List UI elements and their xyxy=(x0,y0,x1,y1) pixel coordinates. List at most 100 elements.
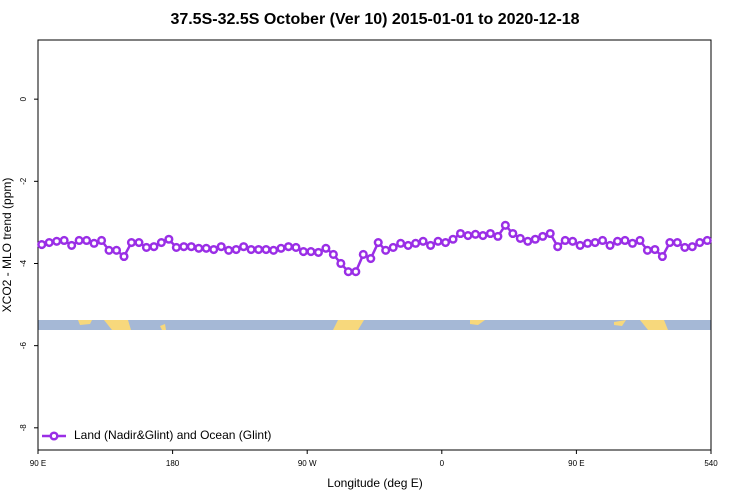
y-tick-label: -2 xyxy=(19,177,28,185)
land-ocean-map xyxy=(38,320,711,330)
data-point xyxy=(493,231,503,241)
data-point xyxy=(373,237,383,248)
data-point xyxy=(74,235,84,246)
legend-item: Land (Nadir&Glint) and Ocean (Glint) xyxy=(42,428,271,442)
y-tick-label: -4 xyxy=(19,259,28,267)
data-point xyxy=(381,245,391,255)
data-point xyxy=(67,240,77,250)
data-point xyxy=(687,242,697,252)
data-point xyxy=(470,229,481,239)
data-point xyxy=(545,228,555,239)
y-tick-label: -8 xyxy=(19,424,28,432)
land xyxy=(104,320,131,330)
data-point xyxy=(52,236,62,246)
data-point xyxy=(680,242,690,253)
data-point xyxy=(179,242,189,252)
data-point xyxy=(321,243,331,253)
y-axis-label: XCO2 - MLO trend (ppm) xyxy=(0,178,14,313)
land xyxy=(470,320,485,325)
data-point xyxy=(343,267,353,277)
data-point xyxy=(328,249,338,259)
data-point xyxy=(418,236,428,246)
data-point xyxy=(231,244,241,255)
data-point xyxy=(59,235,69,246)
data-point xyxy=(411,238,421,248)
data-point xyxy=(620,235,630,246)
land xyxy=(78,320,92,325)
data-point xyxy=(254,244,264,255)
data-point xyxy=(313,247,323,257)
data-point xyxy=(455,228,466,239)
data-point xyxy=(149,242,159,252)
x-axis-label: Longitude (deg E) xyxy=(327,476,422,490)
data-point xyxy=(568,236,578,246)
data-point xyxy=(104,245,114,255)
land xyxy=(614,320,626,326)
data-point xyxy=(553,242,563,252)
data-point xyxy=(156,237,166,248)
data-point xyxy=(650,244,660,255)
data-point xyxy=(560,235,570,246)
data-point xyxy=(702,235,712,246)
data-point xyxy=(283,242,294,252)
data-point xyxy=(695,237,705,248)
data-point xyxy=(358,249,368,259)
data-point xyxy=(426,240,436,250)
data-point xyxy=(642,245,652,255)
x-tick-label: 90 E xyxy=(568,459,584,468)
x-tick-label: 0 xyxy=(440,459,445,468)
data-point xyxy=(291,242,301,253)
chart-title: 37.5S-32.5S October (Ver 10) 2015-01-01 … xyxy=(170,11,579,28)
data-point xyxy=(657,251,667,262)
data-point xyxy=(89,238,99,248)
data-point xyxy=(598,235,608,246)
data-point xyxy=(276,243,286,253)
x-tick-label: 180 xyxy=(166,459,180,468)
data-point xyxy=(134,237,144,248)
data-point xyxy=(111,245,122,255)
data-point xyxy=(500,220,510,230)
data-point xyxy=(635,235,645,246)
data-point xyxy=(224,245,234,255)
data-point xyxy=(538,231,548,241)
data-point xyxy=(119,251,129,262)
data-point xyxy=(194,243,204,253)
ocean-strip xyxy=(38,320,711,330)
data-point xyxy=(433,236,443,246)
data-point xyxy=(126,237,137,248)
data-point xyxy=(336,258,346,269)
data-point xyxy=(82,235,92,246)
data-point xyxy=(201,243,211,253)
data-point xyxy=(186,242,196,252)
data-point xyxy=(508,228,518,239)
y-tick-label: 0 xyxy=(19,96,28,101)
data-point xyxy=(171,242,181,253)
land xyxy=(640,320,668,330)
data-point xyxy=(575,240,585,250)
data-point xyxy=(485,228,495,239)
data-point xyxy=(239,242,249,252)
data-point xyxy=(141,242,151,253)
data-point xyxy=(523,236,533,246)
data-point xyxy=(590,237,600,248)
land xyxy=(333,320,364,330)
y-tick-label: -6 xyxy=(19,342,28,350)
data-point xyxy=(665,237,675,248)
data-point xyxy=(246,244,256,255)
data-point xyxy=(583,238,593,248)
data-point xyxy=(209,244,219,255)
data-point xyxy=(97,235,107,246)
data-point xyxy=(269,245,279,255)
data-point xyxy=(366,254,376,264)
data-point xyxy=(440,237,451,248)
legend-label: Land (Nadir&Glint) and Ocean (Glint) xyxy=(74,428,271,442)
x-tick-label: 90 W xyxy=(298,459,317,468)
data-point xyxy=(298,247,309,257)
data-point xyxy=(605,240,615,250)
data-point xyxy=(515,233,525,243)
data-point xyxy=(388,242,398,253)
legend-marker xyxy=(49,431,59,441)
x-tick-label: 540 xyxy=(704,459,718,468)
data-point xyxy=(306,247,316,257)
